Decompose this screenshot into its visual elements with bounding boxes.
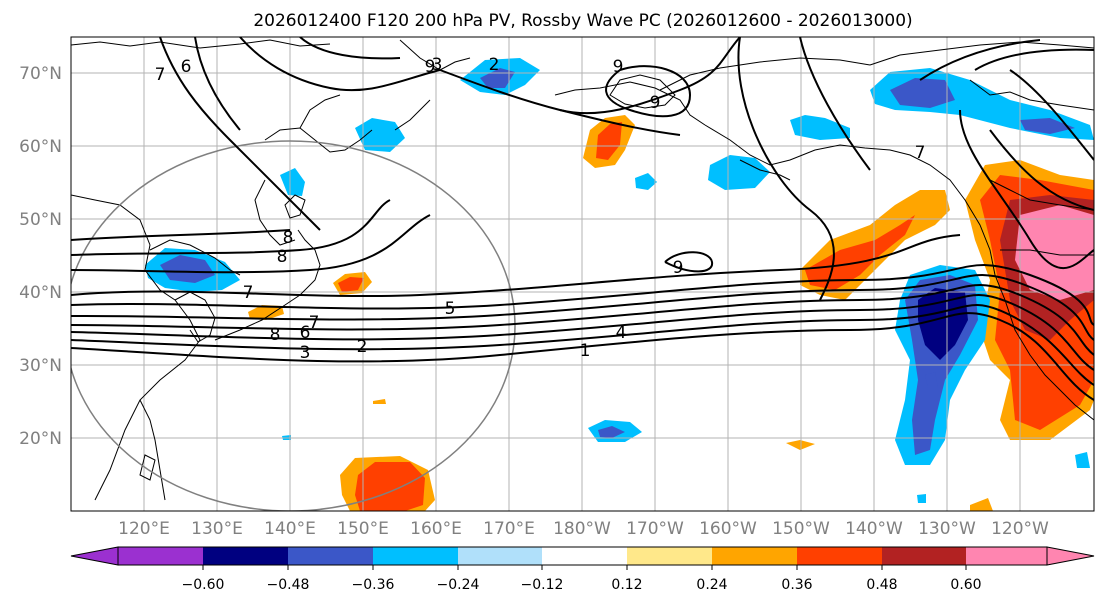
- colorbar-ticks: [202, 565, 967, 570]
- contour-label: 3: [300, 343, 311, 363]
- map-frame: [70, 36, 1095, 512]
- lon-tick-label: 150°E: [337, 519, 389, 539]
- lat-tick-label: 40°N: [19, 283, 62, 303]
- lat-tick-label: 60°N: [19, 137, 62, 157]
- colorbar-segment: [203, 547, 288, 565]
- coastlines: [71, 39, 1094, 501]
- lon-tick-label: 180°W: [553, 519, 611, 539]
- colorbar-segment: [797, 547, 882, 565]
- contour-label: 9: [425, 57, 436, 77]
- contour-labels: 9 9 9 9 8 8 8 7 7 6 6 5 4 3 3 2 2 1 7 7: [155, 55, 926, 363]
- lon-tick-label: 140°W: [845, 519, 903, 539]
- contour-label: 9: [613, 57, 624, 77]
- lat-tick-label: 70°N: [19, 64, 62, 84]
- lon-tick-label: 120°W: [991, 519, 1049, 539]
- lat-tick-label: 50°N: [19, 210, 62, 230]
- domain-circle: [71, 140, 516, 511]
- contour-label: 6: [300, 323, 311, 343]
- contour-label: 8: [283, 228, 294, 248]
- plot-title: 2026012400 F120 200 hPa PV, Rossby Wave …: [253, 11, 912, 31]
- colorbar-label: −0.60: [182, 577, 225, 593]
- lon-tick-label: 170°W: [626, 519, 684, 539]
- contour-label: 7: [915, 143, 926, 163]
- pv-contours: [71, 37, 1094, 401]
- colorbar-segment: [966, 547, 1047, 565]
- contour-label: 1: [580, 341, 591, 361]
- lon-tick-label: 130°E: [191, 519, 243, 539]
- lon-tick-label: 160°E: [410, 519, 462, 539]
- colorbar-label: 0.24: [696, 577, 727, 593]
- contour-label: 3: [432, 55, 443, 75]
- contour-label: 6: [181, 57, 192, 77]
- colorbar-segment: [118, 547, 203, 565]
- colorbar-extend-low: [70, 546, 119, 566]
- lon-tick-label: 150°W: [772, 519, 830, 539]
- contour-label: 7: [155, 65, 166, 85]
- lon-tick-label: 170°E: [483, 519, 535, 539]
- contour-label: 7: [309, 313, 320, 333]
- colorbar-label: 0.12: [611, 577, 642, 593]
- contour-label: 8: [270, 325, 281, 345]
- lon-tick-label: 140°E: [264, 519, 316, 539]
- map-area: 9 9 9 9 8 8 8 7 7 6 6 5 4 3 3 2 2 1 7 7: [71, 37, 1094, 511]
- colorbar: −0.60 −0.48 −0.36 −0.24 −0.12 0.12 0.24 …: [70, 546, 1095, 593]
- colorbar-label: 0.48: [866, 577, 897, 593]
- latitude-ticks: 70°N 60°N 50°N 40°N 30°N 20°N: [19, 64, 62, 449]
- colorbar-segment: [542, 547, 627, 565]
- contour-label: 9: [650, 93, 661, 113]
- colorbar-segment: [627, 547, 712, 565]
- colorbar-segment: [373, 547, 458, 565]
- colorbar-segment: [882, 547, 966, 565]
- colorbar-label: 0.60: [950, 577, 981, 593]
- colorbar-label: −0.24: [437, 577, 480, 593]
- contour-label: 9: [673, 258, 684, 278]
- colorbar-label: −0.36: [352, 577, 395, 593]
- lon-tick-label: 120°E: [118, 519, 170, 539]
- lat-tick-label: 30°N: [19, 356, 62, 376]
- lon-tick-label: 160°W: [699, 519, 757, 539]
- colorbar-segment: [712, 547, 797, 565]
- contour-label: 5: [445, 299, 456, 319]
- longitude-ticks: 120°E 130°E 140°E 150°E 160°E 170°E 180°…: [118, 519, 1049, 539]
- colorbar-label: −0.48: [267, 577, 310, 593]
- contour-label: 2: [357, 337, 368, 357]
- colorbar-label: 0.36: [781, 577, 812, 593]
- contour-label: 7: [243, 283, 254, 303]
- lat-tick-label: 20°N: [19, 429, 62, 449]
- lon-tick-label: 130°W: [918, 519, 976, 539]
- contour-label: 8: [277, 247, 288, 267]
- colorbar-extend-high: [1046, 546, 1095, 566]
- contour-label: 4: [616, 323, 627, 343]
- colorbar-frame: [117, 546, 1048, 566]
- colorbar-label: −0.12: [521, 577, 564, 593]
- colorbar-segment: [458, 547, 542, 565]
- contour-label: 2: [489, 55, 500, 75]
- colorbar-segment: [288, 547, 373, 565]
